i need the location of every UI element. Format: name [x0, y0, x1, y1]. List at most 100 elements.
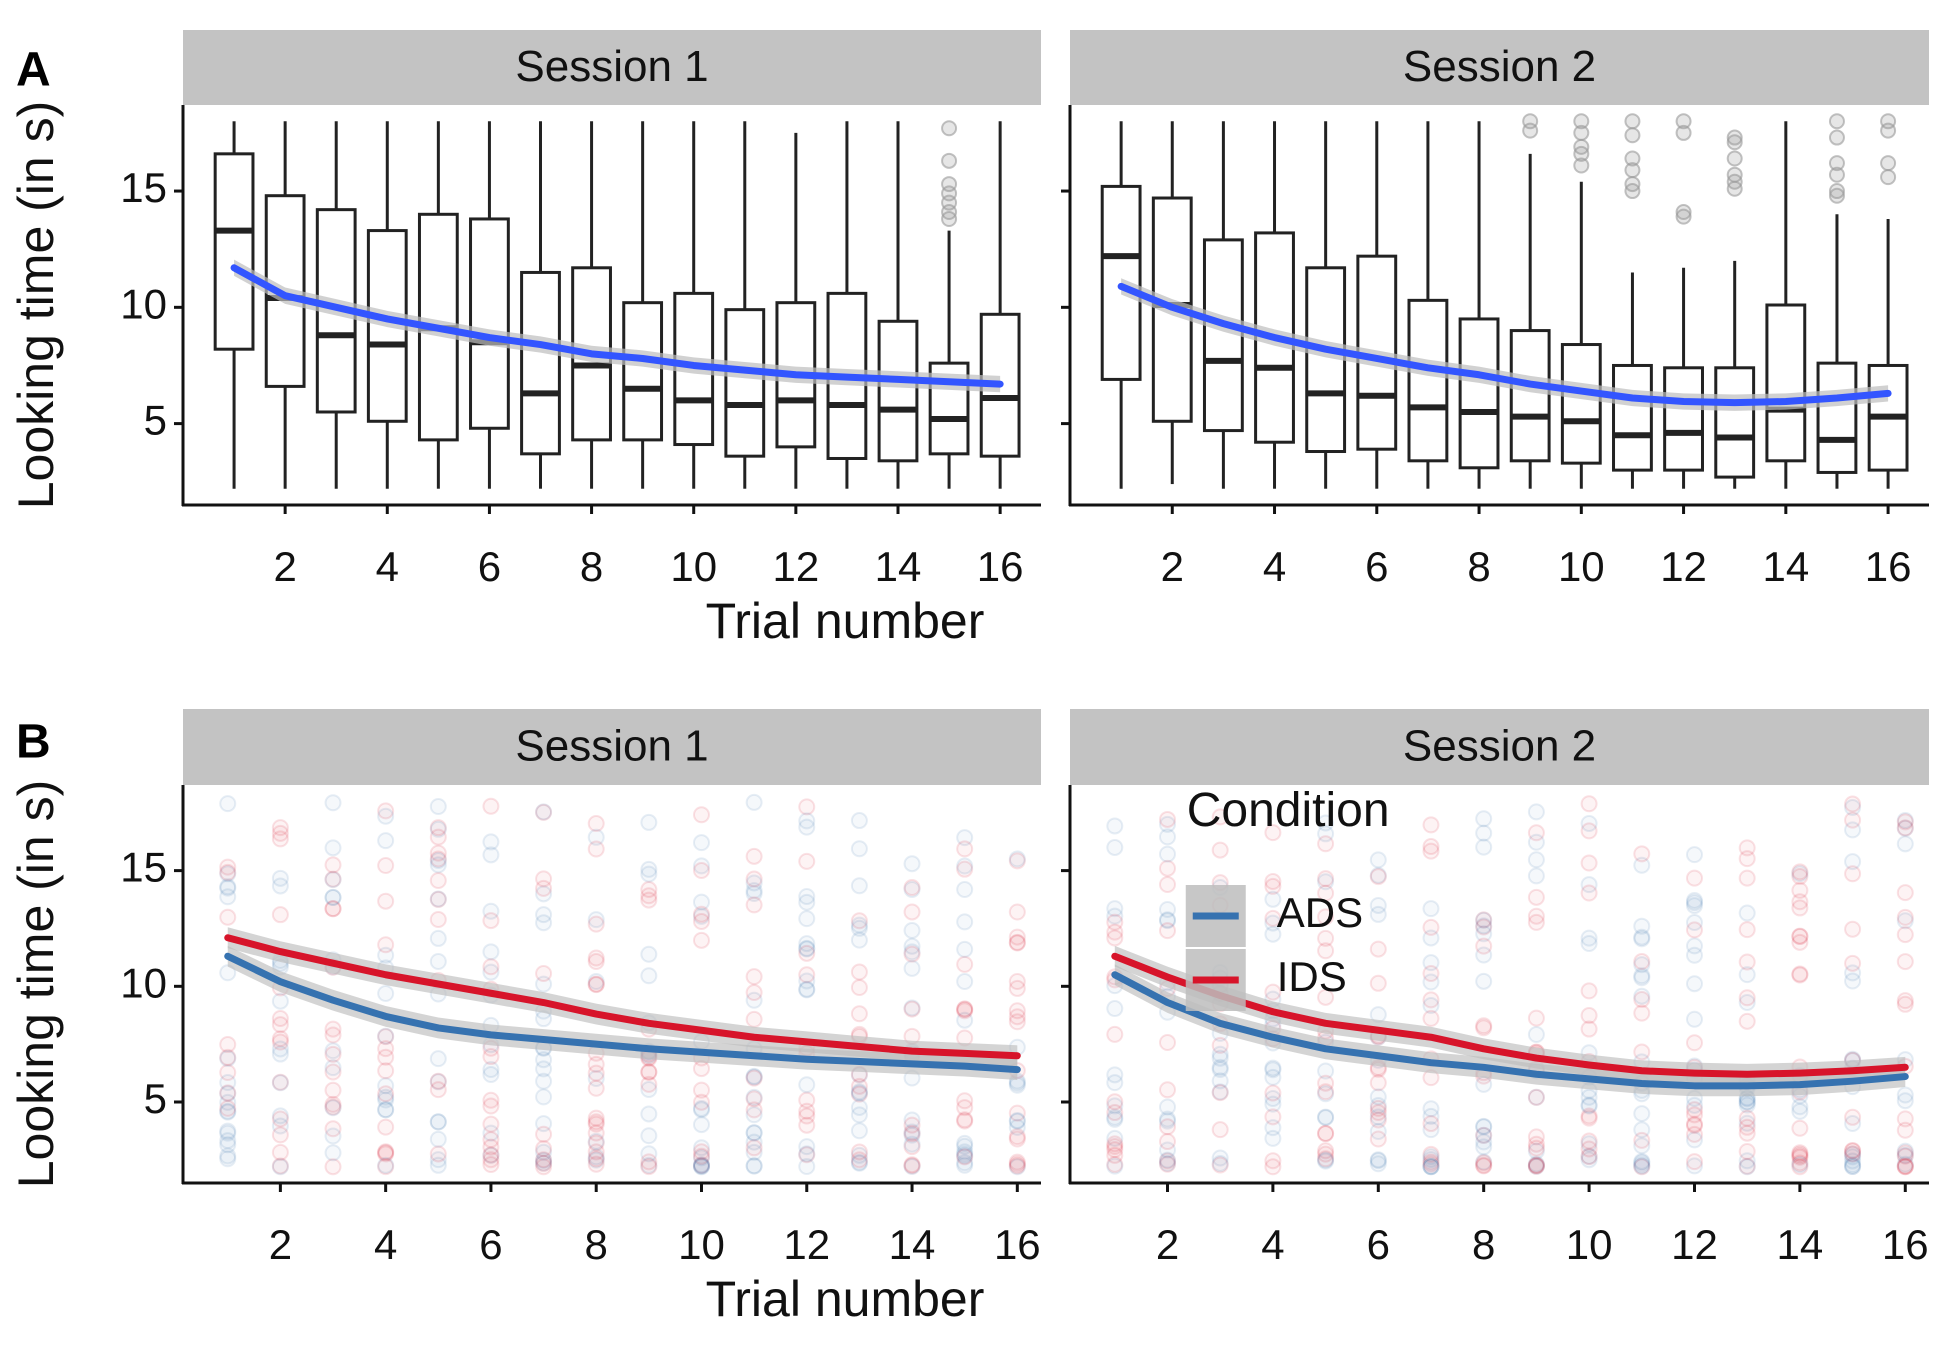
ids-point [692, 905, 710, 923]
ids-point [745, 1010, 763, 1028]
ads-point [377, 1088, 395, 1106]
ids-point [535, 1151, 553, 1169]
ids-point [1008, 934, 1026, 952]
ads-point [1158, 815, 1176, 833]
ads-point [219, 1132, 237, 1150]
ads-point [219, 1124, 237, 1142]
ads-point [1422, 1107, 1440, 1125]
ads-point [324, 1099, 342, 1117]
ids-point [377, 936, 395, 954]
ads-point [1317, 873, 1335, 891]
ads-point [1475, 925, 1493, 943]
ads-point [692, 1157, 710, 1175]
ids-point [1685, 1101, 1703, 1119]
ids-point [1633, 953, 1651, 971]
ads-point [956, 1154, 974, 1172]
x-tick-label: 2 [1161, 543, 1184, 590]
ads-point [1317, 1151, 1335, 1169]
ids-point [1896, 1121, 1914, 1139]
box-iqr [622, 301, 664, 442]
ids-point [640, 887, 658, 905]
ids-point [1264, 877, 1282, 895]
ads-point [482, 1124, 500, 1142]
ads-point [1369, 1155, 1387, 1173]
ads-point [1211, 1058, 1229, 1076]
ads-point [1896, 1146, 1914, 1164]
outlier-point [941, 120, 958, 137]
ids-point [482, 1156, 500, 1174]
ads-point [798, 1138, 816, 1156]
ids-point [219, 1035, 237, 1053]
box-trial-7 [520, 121, 561, 489]
ads-point [1369, 905, 1387, 923]
ids-point [1008, 1002, 1026, 1020]
ids-point [1896, 1158, 1914, 1176]
ads-point [1369, 1151, 1387, 1169]
box-trial-1 [213, 121, 255, 489]
ads-point [798, 1157, 816, 1175]
x-axis-title: Trial number [706, 593, 985, 649]
outlier-point [1573, 138, 1590, 155]
ids-point [1527, 888, 1545, 906]
ids-point [1685, 1106, 1703, 1124]
x-tick-label: 10 [678, 1221, 725, 1268]
ids-point [1580, 884, 1598, 902]
ads-point [1633, 1121, 1651, 1139]
ads-point [850, 1098, 868, 1116]
ids-point [1317, 870, 1335, 888]
ids-point [1264, 1152, 1282, 1170]
ads-point [1580, 929, 1598, 947]
outlier-point [1828, 183, 1845, 200]
ads-point [1106, 817, 1124, 835]
ads-point [1475, 838, 1493, 856]
ids-point [1738, 839, 1756, 857]
ids-point [1738, 1109, 1756, 1127]
ads-point [1106, 838, 1124, 856]
ads-point [1844, 1145, 1862, 1163]
ids-point [587, 1064, 605, 1082]
ids-point [903, 1156, 921, 1174]
outlier-point [1828, 187, 1845, 204]
ids-point [956, 860, 974, 878]
ids-point [1008, 1155, 1026, 1173]
ids-point [1580, 854, 1598, 872]
ads-point [429, 1130, 447, 1148]
ads-point [1264, 914, 1282, 932]
ads-point [1580, 814, 1598, 832]
ids-point [1791, 927, 1809, 945]
box-trial-4 [366, 121, 408, 489]
ads-point [219, 795, 237, 813]
ids-point [1791, 899, 1809, 917]
ads-point [798, 812, 816, 830]
ids-point [692, 931, 710, 949]
ids-point [1422, 1155, 1440, 1173]
ads-point [1264, 1090, 1282, 1108]
ids-point [429, 910, 447, 928]
x-tick-label: 4 [374, 1221, 397, 1268]
ads-point [1475, 946, 1493, 964]
ids-point [1738, 1012, 1756, 1030]
ads-point [903, 1158, 921, 1176]
ads-point [482, 1065, 500, 1083]
outlier-point [1726, 150, 1743, 167]
ads-point [956, 1147, 974, 1165]
ads-point [850, 931, 868, 949]
ads-point [219, 888, 237, 906]
ads-point [377, 832, 395, 850]
ads-point [1844, 1148, 1862, 1166]
ids-point [1896, 1147, 1914, 1165]
ads-point [1633, 969, 1651, 987]
ids-point [1106, 923, 1124, 941]
ads-point [1158, 900, 1176, 918]
ids-point [1008, 1128, 1026, 1146]
ads-point [850, 1083, 868, 1101]
ads-point [745, 1068, 763, 1086]
ads-point [587, 911, 605, 929]
ids-point [377, 1085, 395, 1103]
ids-point [1791, 928, 1809, 946]
ads-point [1158, 911, 1176, 929]
ids-point [1738, 953, 1756, 971]
ads-point [219, 1085, 237, 1103]
ids-point [692, 912, 710, 930]
ids-point [1317, 1125, 1335, 1143]
